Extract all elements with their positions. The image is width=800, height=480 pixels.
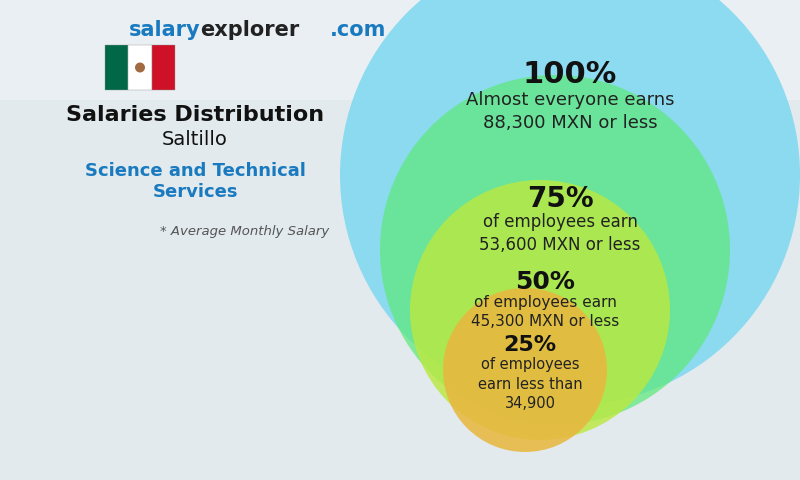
Text: salary: salary [128,20,200,40]
Text: 100%: 100% [523,60,617,89]
Text: 25%: 25% [503,335,557,355]
Text: Saltillo: Saltillo [162,130,228,149]
Circle shape [380,75,730,425]
Circle shape [340,0,800,405]
Circle shape [135,62,145,72]
FancyBboxPatch shape [105,45,128,90]
Text: explorer: explorer [200,20,299,40]
Circle shape [443,288,607,452]
FancyBboxPatch shape [128,45,152,90]
Text: of employees
earn less than
34,900: of employees earn less than 34,900 [478,358,582,411]
Text: .com: .com [330,20,386,40]
Text: of employees earn
53,600 MXN or less: of employees earn 53,600 MXN or less [479,213,641,254]
Circle shape [410,180,670,440]
Text: Science and Technical: Science and Technical [85,162,306,180]
Text: 75%: 75% [526,185,594,213]
Text: Services: Services [152,183,238,201]
FancyBboxPatch shape [152,45,175,90]
FancyBboxPatch shape [0,0,800,100]
Text: 50%: 50% [515,270,575,294]
Text: Almost everyone earns
88,300 MXN or less: Almost everyone earns 88,300 MXN or less [466,91,674,132]
Text: Salaries Distribution: Salaries Distribution [66,105,324,125]
Text: of employees earn
45,300 MXN or less: of employees earn 45,300 MXN or less [471,295,619,329]
Text: * Average Monthly Salary: * Average Monthly Salary [160,225,330,238]
